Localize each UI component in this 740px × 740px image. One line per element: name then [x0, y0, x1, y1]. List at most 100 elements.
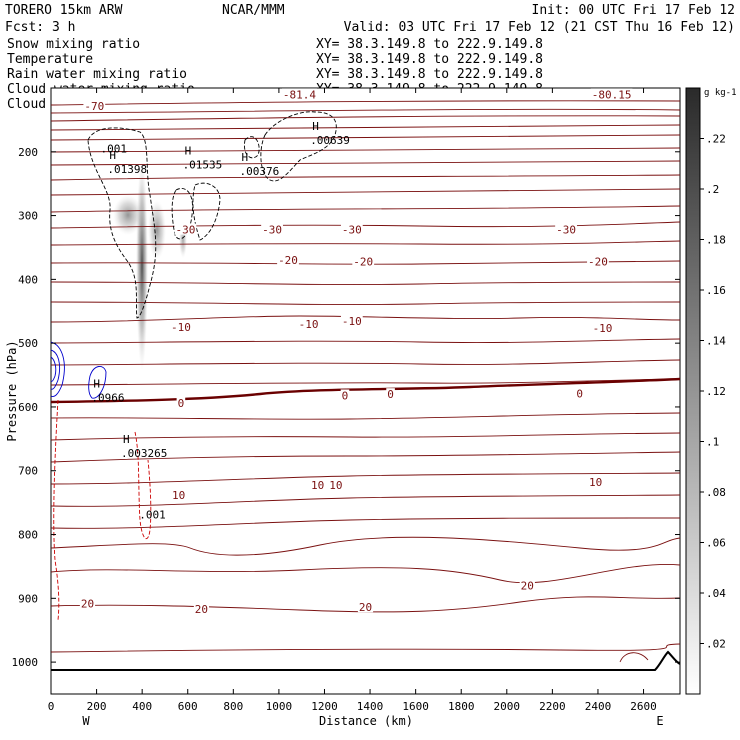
x-tick-label: 800: [223, 700, 243, 713]
temperature-label-bg: [587, 255, 609, 267]
isotherm: [51, 174, 680, 181]
y-tick-label: 900: [18, 592, 38, 605]
temperature-label-bg: [170, 321, 192, 333]
isotherm: [51, 412, 680, 420]
y-tick-label: 400: [18, 273, 38, 286]
x-tick-label: 1600: [402, 700, 429, 713]
maximum-value-label: .0966: [91, 391, 124, 404]
temperature-label: 20: [81, 597, 94, 610]
model-title: TORERO 15km ARW: [5, 3, 123, 18]
colorbar-tick-label: .12: [706, 385, 726, 398]
colorbar-tick-label: .1: [706, 436, 719, 449]
maximum-value-label: .00639: [310, 134, 350, 147]
temperature-label-bg: [357, 601, 374, 613]
temperature-label: 10: [311, 479, 324, 492]
x-tick-label: 200: [87, 700, 107, 713]
maximum-h-mark: H: [123, 433, 130, 446]
cloud-water-contour: [88, 366, 107, 399]
isotherm-surface: [619, 652, 649, 663]
temperature-label-bg: [310, 478, 326, 490]
colorbar-tick-label: .18: [706, 234, 726, 247]
temperature-label: -30: [262, 224, 282, 237]
temperature-label: 20: [195, 603, 208, 616]
snow-core: [136, 160, 148, 370]
maximum-h-mark: H: [93, 377, 100, 390]
maximum-value-label: .001: [139, 509, 166, 522]
isotherm: [51, 301, 680, 306]
y-tick-label: 300: [18, 210, 38, 223]
temperature-label-bg: [588, 476, 604, 488]
x-tick-label: 2200: [539, 700, 566, 713]
terrain-line: [51, 650, 680, 671]
temperature-label: -10: [171, 321, 191, 334]
colorbar-tick-label: .04: [706, 587, 726, 600]
temperature-label-bg: [171, 488, 187, 500]
maximum-h-mark: H: [185, 144, 192, 157]
cloud-water-contour: [51, 349, 61, 390]
y-tick-label: 700: [18, 465, 38, 478]
snow-upper-left: [113, 195, 143, 235]
x-tick-label: 0: [48, 700, 55, 713]
temperature-label: -81.4: [283, 88, 316, 101]
y-tick-label: 1000: [12, 656, 39, 669]
temperature-label: 0: [576, 388, 583, 401]
x-tick-label: 2400: [585, 700, 612, 713]
maximum-value-label: .00376: [240, 165, 280, 178]
colorbar: [685, 87, 701, 695]
isotherm: [51, 281, 680, 286]
isotherm-plus-20: [51, 596, 680, 613]
temperature-label: -30: [342, 224, 362, 237]
isotherm: [51, 359, 680, 366]
isotherm: [51, 643, 680, 653]
isotherm: [51, 147, 680, 153]
maximum-h-mark: H: [109, 149, 116, 162]
temperature-label-bg: [519, 579, 535, 591]
temperature-label: -10: [299, 318, 319, 331]
colorbar-tick-label: .08: [706, 486, 726, 499]
x-tick-label: 1400: [357, 700, 384, 713]
colorbar-ticks: .02 .04 .06 .08 .1 .12 .14 .16 .18 .2 .22: [700, 133, 726, 651]
field-xy: XY= 38.3.149.8 to 222.9.149.8: [316, 52, 543, 67]
temperature-label-bg: [555, 223, 577, 235]
maximum-value-label: .003265: [121, 447, 167, 460]
isotherm-minus-30: [51, 221, 680, 229]
temperature-label: -20: [353, 256, 373, 269]
cloud-ice-contour: [244, 136, 260, 159]
x-tick-label: 2000: [494, 700, 521, 713]
colorbar-tick-label: .06: [706, 537, 726, 550]
temperature-label-bg: [281, 88, 317, 100]
forecast-hour: Fcst: 3 h: [5, 20, 75, 35]
temperature-label-bg: [340, 314, 363, 326]
temperature-label-bg: [176, 397, 186, 409]
field-name: Snow mixing ratio: [7, 37, 140, 52]
temperature-label: 20: [359, 601, 372, 614]
isotherm: [51, 494, 680, 507]
colorbar-unit: g kg-1: [704, 88, 737, 98]
temperature-label: 10: [172, 489, 185, 502]
cloud-water-contours: [51, 341, 107, 399]
snow-upper-right: [148, 200, 166, 260]
temperature-label: -30: [176, 224, 196, 237]
maxima-labels: .001H.01398H.01535H.00376H.00639H.0966H.…: [91, 120, 350, 521]
field-xy: XY= 38.3.149.8 to 222.9.149.8: [316, 67, 543, 82]
valid-time: Valid: 03 UTC Fri 17 Feb 12 (21 CST Thu …: [344, 20, 735, 35]
temperature-label: -80.15: [592, 88, 632, 101]
field-xy: XY= 38.3.149.8 to 222.9.149.8: [316, 37, 543, 52]
temperature-label: -70: [84, 100, 104, 113]
isotherm: [51, 564, 680, 584]
temperature-label-bg: [328, 478, 344, 490]
cloud-water-contour: [51, 341, 65, 397]
isotherm: [51, 378, 680, 386]
colorbar-tick-label: .02: [706, 638, 726, 651]
plot-area: [50, 87, 681, 695]
temperature-label: -10: [593, 322, 613, 335]
maximum-value-label: .01535: [183, 158, 223, 171]
colorbar-tick-label: .16: [706, 284, 726, 297]
isotherm: [51, 108, 680, 114]
isotherm: [51, 536, 680, 556]
cloud-ice-contour: [192, 182, 221, 241]
isotherm: [51, 115, 680, 122]
east-end-label: E: [656, 714, 663, 728]
